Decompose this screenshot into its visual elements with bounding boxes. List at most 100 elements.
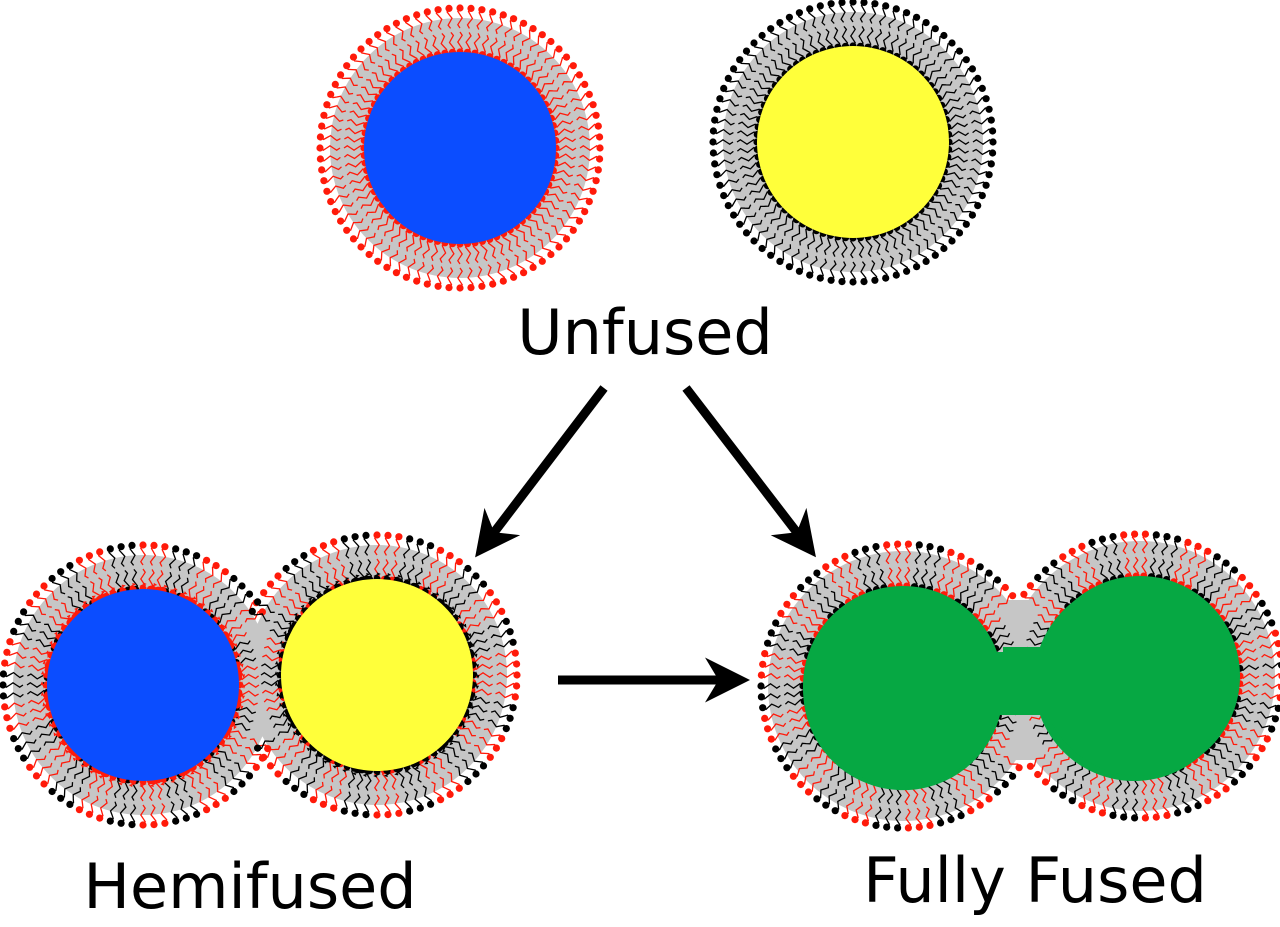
lipid-head xyxy=(974,202,982,210)
lipid-head xyxy=(993,576,1002,584)
lipid-tail xyxy=(949,59,967,72)
lipid-tail xyxy=(551,111,571,121)
lipid-head xyxy=(1230,566,1239,574)
lipid-head xyxy=(767,735,775,743)
lipid-head xyxy=(340,535,348,543)
lipid-tail xyxy=(465,32,472,53)
lipid-tail xyxy=(869,3,877,24)
lipid-head xyxy=(1274,640,1280,648)
lipid-tail xyxy=(991,770,1006,785)
lipid-tail xyxy=(483,728,503,739)
lipid-tail xyxy=(1181,791,1190,810)
lipid-tail xyxy=(914,544,922,565)
lipid-head xyxy=(1204,797,1212,805)
lipid-tail xyxy=(920,59,936,75)
lipid-head xyxy=(750,39,758,47)
lipid-tail xyxy=(343,152,365,160)
lipid-tail xyxy=(490,710,511,719)
lipid-tail xyxy=(365,203,383,217)
lipid-tail xyxy=(404,766,414,786)
lipid-tail xyxy=(828,3,836,24)
lipid-tail xyxy=(17,621,37,632)
lipid-head xyxy=(985,795,993,803)
lipid-head xyxy=(904,824,913,832)
lipid-head xyxy=(392,269,400,277)
lipid-head xyxy=(182,814,190,822)
lipid-head xyxy=(892,5,900,13)
lipid-tail xyxy=(186,581,197,601)
lipid-tail xyxy=(13,631,33,641)
lipid-head xyxy=(489,8,497,16)
lipid-tail xyxy=(857,237,865,259)
lipid-head xyxy=(562,53,571,61)
lipid-head xyxy=(989,149,997,157)
lipid-head xyxy=(365,250,373,259)
lipid-head xyxy=(128,541,136,550)
lipid-tail xyxy=(971,117,992,125)
lipid-head xyxy=(337,71,345,79)
lipid-tail xyxy=(384,220,398,237)
lipid-tail xyxy=(1070,551,1082,569)
lipid-tail xyxy=(1170,538,1179,558)
lipid-tail xyxy=(1229,720,1247,731)
lipid-tail xyxy=(733,204,752,216)
lipid-tail xyxy=(922,28,936,45)
lipid-tail xyxy=(880,258,888,279)
lipid-tail xyxy=(972,148,994,156)
lipid-tail xyxy=(1037,614,1055,626)
lipid-head xyxy=(1258,599,1266,608)
lipid-tail xyxy=(1225,726,1243,738)
lipid-tail xyxy=(727,78,747,89)
lipid-head xyxy=(300,790,308,799)
lipid-head xyxy=(489,280,497,288)
lipid-head xyxy=(1246,582,1254,590)
lipid-tail xyxy=(342,538,350,559)
lipid-tail xyxy=(1042,606,1059,619)
lipid-head xyxy=(506,628,514,636)
lipid-head xyxy=(309,796,317,804)
lipid-head xyxy=(822,563,830,571)
lipid-tail xyxy=(74,590,88,608)
lipid-tail xyxy=(870,260,878,281)
lipid-tail xyxy=(788,17,799,36)
lipid-tail xyxy=(285,568,300,585)
lipid-tail xyxy=(495,14,504,35)
lipid-tail xyxy=(454,765,469,782)
lipid-tail xyxy=(257,737,276,749)
lipid-tail xyxy=(1216,739,1232,753)
lipid-tail xyxy=(871,570,879,590)
lipid-tail xyxy=(105,775,114,796)
lipid-tail xyxy=(792,42,804,61)
lipid-head xyxy=(486,753,494,761)
lipid-head xyxy=(1068,797,1076,805)
lipid-tail xyxy=(431,781,442,800)
lipid-tail xyxy=(356,190,375,202)
lipid-tail xyxy=(995,641,1014,651)
lipid-tail xyxy=(992,730,1010,741)
lipid-tail xyxy=(374,558,380,580)
lipid-head xyxy=(716,95,724,103)
lipid-tail xyxy=(204,565,217,583)
lipid-head xyxy=(20,608,28,616)
lipid-tail xyxy=(447,771,460,789)
lipid-tail xyxy=(197,791,208,810)
lipid-head xyxy=(1120,813,1128,821)
lipid-tail xyxy=(480,241,488,262)
lipid-tail xyxy=(473,33,481,54)
lipid-tail xyxy=(1111,796,1119,816)
lipid-head xyxy=(427,542,435,550)
lipid-head xyxy=(841,552,849,561)
lipid-head xyxy=(1088,538,1096,547)
lipid-tail xyxy=(1161,536,1169,556)
lipid-tail xyxy=(1131,798,1139,819)
lipid-tail xyxy=(160,803,168,824)
lipid-head xyxy=(351,809,359,817)
lipid-tail xyxy=(780,748,798,760)
lipid-head xyxy=(581,80,589,88)
lipid-head xyxy=(922,257,930,265)
lipid-tail xyxy=(960,560,972,578)
label-hemifused: Hemifused xyxy=(83,850,416,923)
lipid-tail xyxy=(933,548,942,568)
lipid-tail xyxy=(963,591,976,608)
lipid-tail xyxy=(954,68,973,80)
